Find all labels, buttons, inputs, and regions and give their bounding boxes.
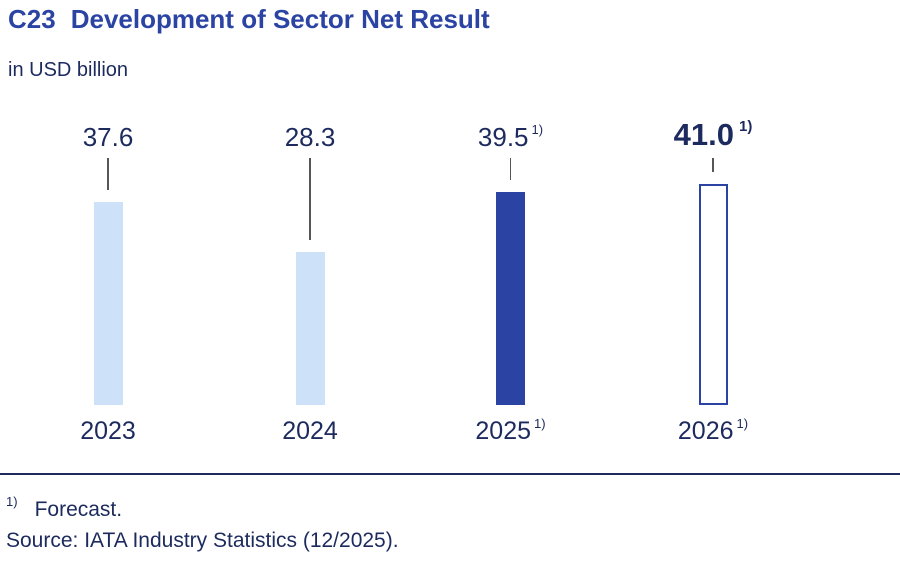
value-text: 41.0 (673, 117, 734, 152)
connector-line-2026 (712, 158, 714, 172)
bar-2024 (295, 252, 325, 405)
year-text: 2023 (80, 417, 136, 445)
year-text: 2025 (475, 417, 532, 445)
value-footnote-marker: 1) (531, 122, 544, 138)
source-line: Source: IATA Industry Statistics (12/202… (6, 529, 399, 552)
value-label-2024: 28.3 (210, 124, 410, 150)
bar-2025 (496, 192, 525, 405)
year-text: 2024 (282, 417, 338, 445)
value-text: 28.3 (284, 122, 336, 152)
value-label-2026: 41.0 1) (613, 119, 813, 150)
footnote-marker: 1) (6, 494, 18, 509)
connector-line-2023 (107, 158, 109, 190)
year-footnote-marker: 1) (534, 415, 546, 431)
footer-divider (0, 473, 900, 475)
connector-line-2025 (509, 158, 512, 180)
year-label-2026: 2026 1) (613, 415, 813, 446)
value-label-2025: 39.5 1) (411, 122, 611, 152)
year-label-2025: 2025 1) (411, 415, 611, 446)
footnote-text: Forecast. (34, 498, 123, 521)
year-label-2024: 2024 (210, 417, 410, 446)
value-footnote-marker: 1) (739, 117, 753, 135)
chart-id: C23 (8, 4, 56, 34)
chart-title: C23 Development of Sector Net Result (8, 4, 490, 35)
connector-line-2024 (309, 158, 311, 240)
bar-2023 (93, 202, 123, 405)
year-footnote-marker: 1) (736, 415, 749, 431)
value-label-2023: 37.6 (8, 124, 208, 150)
value-text: 37.6 (82, 122, 134, 152)
chart-title-text: Development of Sector Net Result (70, 4, 490, 34)
year-label-2023: 2023 (8, 417, 208, 446)
chart-subtitle: in USD billion (8, 59, 129, 81)
bar-2026 (698, 184, 728, 405)
year-text: 2026 (677, 417, 734, 445)
value-text: 39.5 (477, 122, 529, 152)
footnote: 1) Forecast. (6, 494, 123, 522)
